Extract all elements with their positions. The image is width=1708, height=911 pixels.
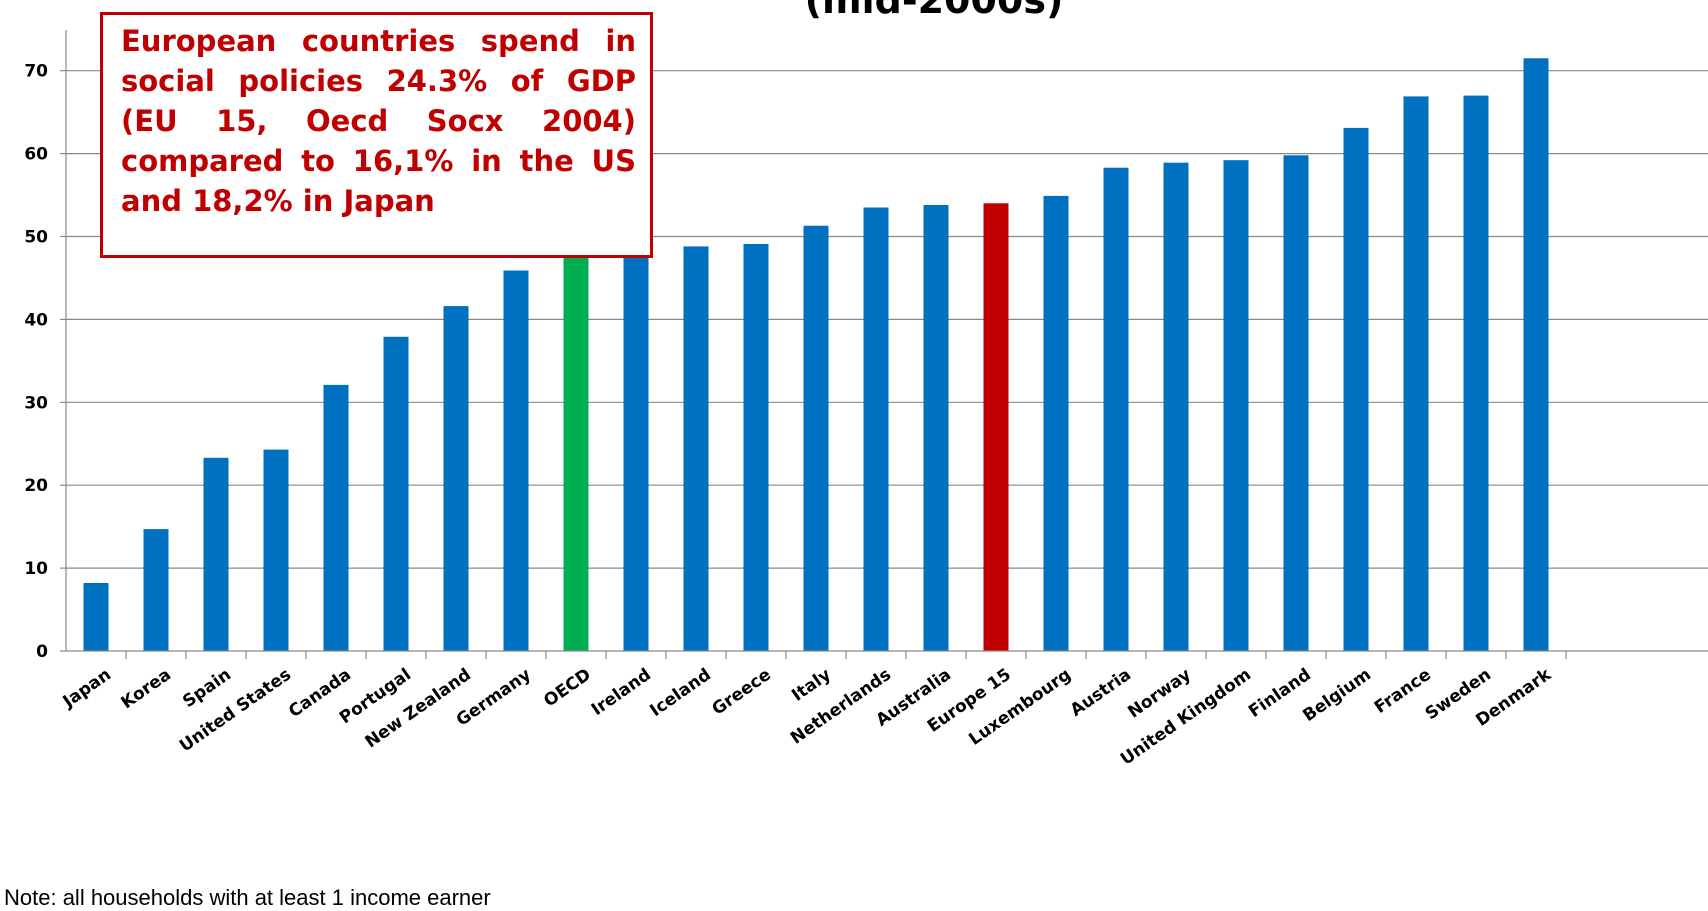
x-category-label: Japan — [59, 665, 115, 713]
y-tick-label: 0 — [36, 642, 48, 662]
bar-korea — [143, 529, 169, 651]
annotation-text: European countries spend in social polic… — [121, 24, 636, 218]
y-tick-label: 10 — [24, 559, 48, 579]
bar-luxembourg — [1043, 195, 1069, 651]
bar-netherlands — [863, 207, 889, 651]
x-category-label: Greece — [709, 665, 775, 720]
axes — [60, 30, 1708, 659]
bar-austria — [1103, 167, 1129, 651]
bar-france — [1403, 96, 1429, 651]
bar-germany — [503, 270, 529, 651]
x-category-label: OECD — [540, 665, 595, 712]
x-category-label: United States — [176, 665, 295, 757]
bar-spain — [203, 457, 229, 651]
bar-denmark — [1523, 58, 1549, 652]
y-tick-label: 70 — [24, 62, 48, 82]
x-category-label: New Zealand — [362, 665, 475, 753]
x-category-label: Austria — [1067, 665, 1135, 721]
bar-canada — [323, 384, 349, 651]
bar-japan — [83, 583, 109, 651]
bar-italy — [803, 225, 829, 651]
bar-sweden — [1463, 95, 1489, 652]
chart-title: (mid-2000s) — [804, 0, 1064, 22]
bar-ireland — [623, 250, 649, 651]
x-category-label: Belgium — [1299, 665, 1374, 726]
bar-new-zealand — [443, 306, 469, 651]
bar-europe-15 — [983, 203, 1009, 652]
bar-belgium — [1343, 127, 1369, 651]
x-category-label: Luxembourg — [965, 665, 1074, 750]
x-category-label: Korea — [118, 665, 175, 713]
y-tick-label: 40 — [24, 310, 48, 330]
x-category-label: Italy — [788, 665, 835, 706]
bar-united-states — [263, 449, 289, 651]
bar-australia — [923, 205, 949, 651]
bar-finland — [1283, 155, 1309, 652]
x-category-label: Ireland — [588, 665, 655, 720]
y-tick-label: 50 — [24, 228, 48, 248]
annotation-box: European countries spend in social polic… — [100, 12, 653, 258]
bar-portugal — [383, 336, 409, 651]
x-category-label: Iceland — [646, 665, 714, 721]
bar-oecd — [563, 257, 589, 651]
bar-iceland — [683, 246, 709, 651]
y-tick-label: 20 — [24, 476, 48, 496]
bars — [83, 58, 1549, 652]
y-tick-label: 30 — [24, 393, 48, 413]
bar-norway — [1163, 162, 1189, 651]
y-tick-label: 60 — [24, 145, 48, 165]
bar-greece — [743, 244, 769, 651]
x-category-label: Netherlands — [787, 665, 895, 749]
bar-united-kingdom — [1223, 160, 1249, 651]
footnote: Note: all households with at least 1 inc… — [4, 885, 491, 910]
